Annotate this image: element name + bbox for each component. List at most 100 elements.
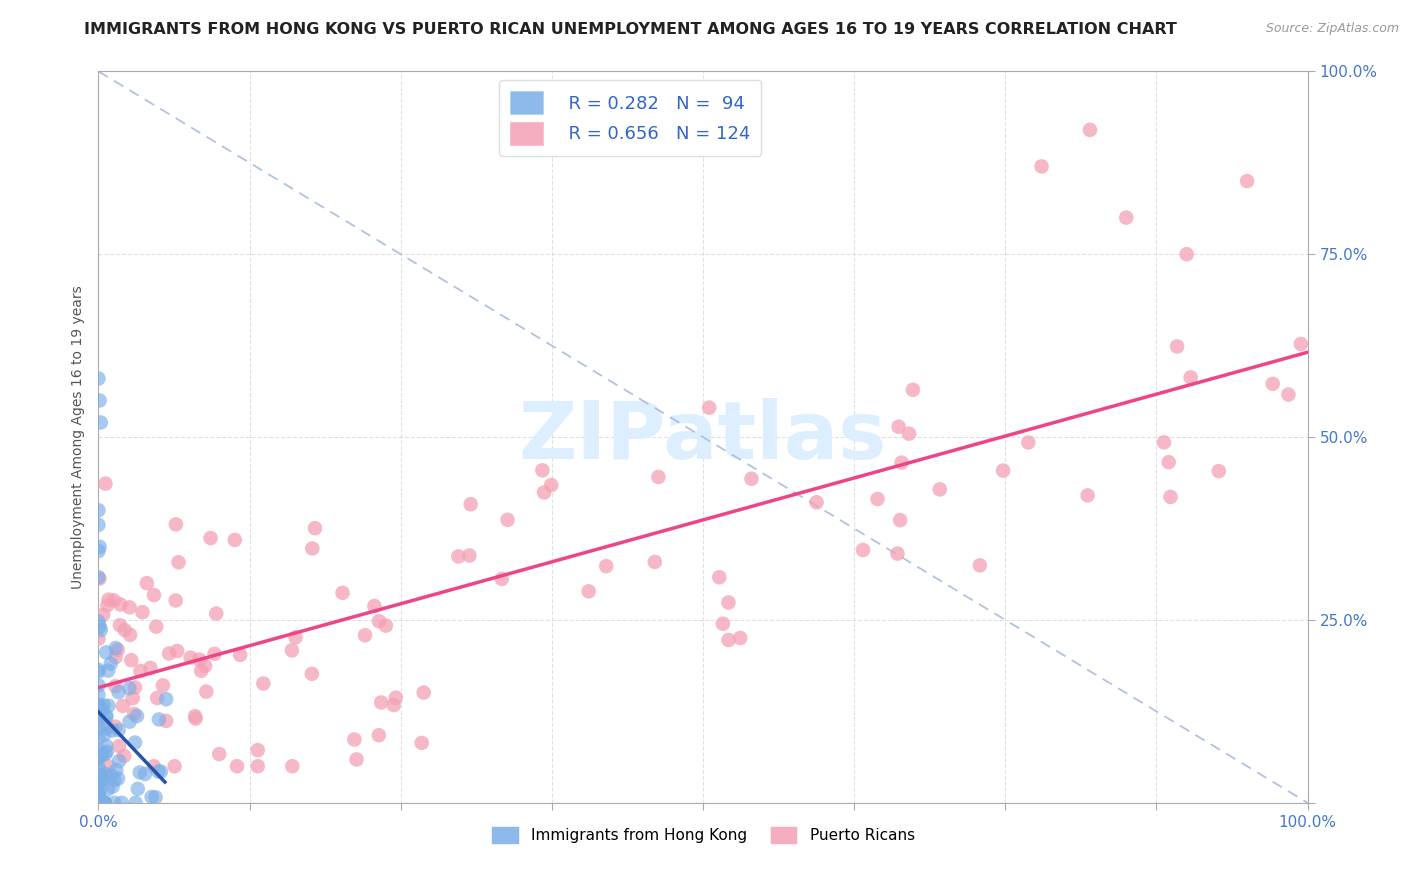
Point — [103, 796, 125, 810]
Point — [728, 631, 751, 645]
Point — [89, 774, 111, 789]
Point — [96, 722, 118, 736]
Point — [96, 599, 118, 613]
Point — [87, 570, 110, 584]
Point — [90, 748, 112, 763]
Point — [97, 759, 120, 773]
Point — [108, 618, 131, 632]
Y-axis label: Unemployment Among Ages 16 to 19 years: Unemployment Among Ages 16 to 19 years — [70, 285, 84, 589]
Point — [301, 541, 323, 556]
Point — [165, 517, 187, 532]
Text: Source: ZipAtlas.com: Source: ZipAtlas.com — [1265, 22, 1399, 36]
Point — [87, 772, 110, 787]
Point — [142, 759, 165, 773]
Point — [717, 595, 740, 609]
Point — [1153, 435, 1175, 450]
Point — [89, 393, 111, 408]
Point — [200, 531, 222, 545]
Point — [103, 593, 125, 607]
Point — [87, 688, 110, 702]
Point — [94, 796, 117, 810]
Point — [87, 700, 110, 714]
Point — [128, 765, 150, 780]
Point — [165, 593, 187, 607]
Point — [87, 632, 110, 646]
Point — [87, 750, 110, 764]
Point — [101, 780, 124, 794]
Point — [155, 714, 177, 728]
Point — [149, 764, 172, 779]
Point — [806, 495, 828, 509]
Point — [91, 769, 114, 783]
Point — [740, 472, 762, 486]
Point — [190, 664, 212, 678]
Point — [304, 521, 326, 535]
Point — [887, 419, 910, 434]
Point — [146, 690, 169, 705]
Point — [148, 764, 170, 779]
Point — [87, 764, 110, 778]
Point — [226, 759, 249, 773]
Point — [354, 628, 377, 642]
Point — [107, 685, 129, 699]
Point — [281, 643, 304, 657]
Point — [87, 698, 110, 712]
Point — [94, 796, 117, 810]
Point — [1078, 123, 1101, 137]
Point — [145, 619, 167, 633]
Point — [97, 592, 120, 607]
Point — [87, 700, 110, 714]
Point — [1289, 337, 1312, 351]
Point — [96, 739, 118, 753]
Point — [135, 576, 157, 591]
Point — [103, 772, 125, 787]
Point — [87, 700, 110, 714]
Point — [91, 772, 114, 786]
Point — [246, 743, 269, 757]
Point — [129, 664, 152, 678]
Point — [1115, 211, 1137, 225]
Point — [104, 679, 127, 693]
Point — [595, 559, 617, 574]
Point — [87, 752, 110, 766]
Point — [111, 796, 134, 810]
Point — [382, 698, 405, 712]
Point — [112, 749, 135, 764]
Point — [131, 605, 153, 619]
Point — [928, 483, 950, 497]
Point — [104, 720, 127, 734]
Point — [184, 711, 207, 725]
Point — [991, 464, 1014, 478]
Legend: Immigrants from Hong Kong, Puerto Ricans: Immigrants from Hong Kong, Puerto Ricans — [485, 820, 921, 850]
Point — [100, 657, 122, 671]
Point — [108, 739, 131, 753]
Point — [152, 678, 174, 692]
Point — [332, 586, 354, 600]
Point — [93, 796, 115, 810]
Point — [205, 607, 228, 621]
Point — [890, 456, 912, 470]
Point — [120, 653, 142, 667]
Point — [460, 497, 482, 511]
Point — [93, 728, 115, 742]
Point — [107, 772, 129, 786]
Point — [93, 698, 115, 713]
Point — [385, 690, 408, 705]
Point — [1157, 455, 1180, 469]
Point — [496, 513, 519, 527]
Point — [87, 615, 110, 629]
Point — [157, 647, 180, 661]
Point — [204, 647, 226, 661]
Point — [491, 572, 513, 586]
Point — [224, 533, 246, 547]
Point — [90, 772, 112, 786]
Point — [87, 722, 110, 736]
Point — [94, 766, 117, 780]
Point — [107, 643, 129, 657]
Point — [87, 796, 110, 810]
Point — [246, 759, 269, 773]
Point — [370, 696, 392, 710]
Point — [1208, 464, 1230, 478]
Point — [97, 664, 120, 678]
Point — [886, 547, 908, 561]
